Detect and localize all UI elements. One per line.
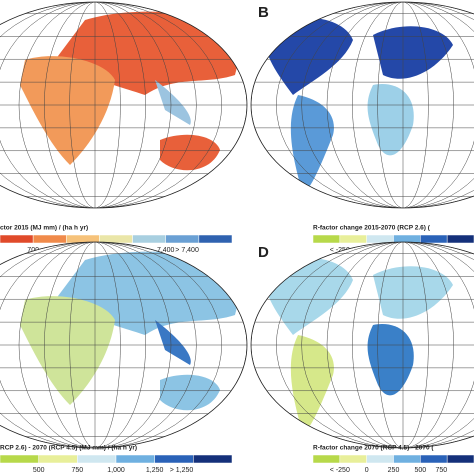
legend-swatch [339,234,367,244]
map-border [250,241,474,449]
panel-label: B [258,4,269,21]
legend-swatch [38,454,78,464]
legend-swatch [446,454,474,464]
legend-swatch [132,234,166,244]
legend-swatch [193,454,233,464]
legend-tick-label: 250 [388,467,400,474]
legend-tick-label: 1,000 [107,467,125,474]
legend-swatch [198,234,233,244]
land [160,134,220,171]
legend-title: R-factor change 2070 (RCP 4.5) - 2070 ( [313,445,434,452]
legend-swatch [0,454,39,464]
legend-swatch [0,234,34,244]
map [0,242,247,448]
legend-tick-label: 1,250 [146,467,164,474]
legend-swatch [115,454,155,464]
legend-swatch [312,234,341,244]
panel-label: D [258,244,269,261]
map-border [0,1,248,209]
land [373,26,453,79]
legend-swatch [312,454,341,464]
legend-swatch [165,234,200,244]
legend-title: ctor 2015 (MJ mm) / (ha h yr) [0,225,88,232]
legend-tick-label: 0 [365,467,369,474]
map-border [250,1,474,209]
legend-swatch [420,454,448,464]
legend-tick-label: 750 [71,467,83,474]
land [20,56,115,165]
legend-tick-label: < -250 [330,247,350,254]
map [251,2,474,208]
legend-swatch [366,454,394,464]
legend-swatch [77,454,117,464]
legend-swatch [339,454,367,464]
land [155,320,191,365]
legend-swatch [446,234,474,244]
legend-swatch [393,454,421,464]
map-border [0,241,248,449]
legend-tick-label: 750 [435,467,447,474]
legend-tick-label: 700 [27,247,39,254]
legend-swatch [366,234,394,244]
legend-tick-label: 7,400 [157,247,175,254]
legend-swatch [420,234,448,244]
map [251,242,474,448]
legend-tick-label: > 1,250 [170,467,194,474]
map [0,2,247,208]
land [290,335,334,435]
land [20,296,115,405]
legend-swatch [32,234,67,244]
land [155,80,191,125]
land [290,95,334,195]
legend-tick-label: > 7,400 [175,247,199,254]
land [373,266,453,319]
legend-swatch [154,454,194,464]
legend-tick-label: 500 [414,467,426,474]
legend-title: RCP 2.6) - 2070 (RCP 4.5) (MJ mm) / (ha … [0,445,137,452]
legend-tick-label: 500 [33,467,45,474]
land [160,374,220,411]
legend-tick-label: < -250 [330,467,350,474]
legend-title: R-factor change 2015-2070 (RCP 2.6) ( [313,225,431,232]
